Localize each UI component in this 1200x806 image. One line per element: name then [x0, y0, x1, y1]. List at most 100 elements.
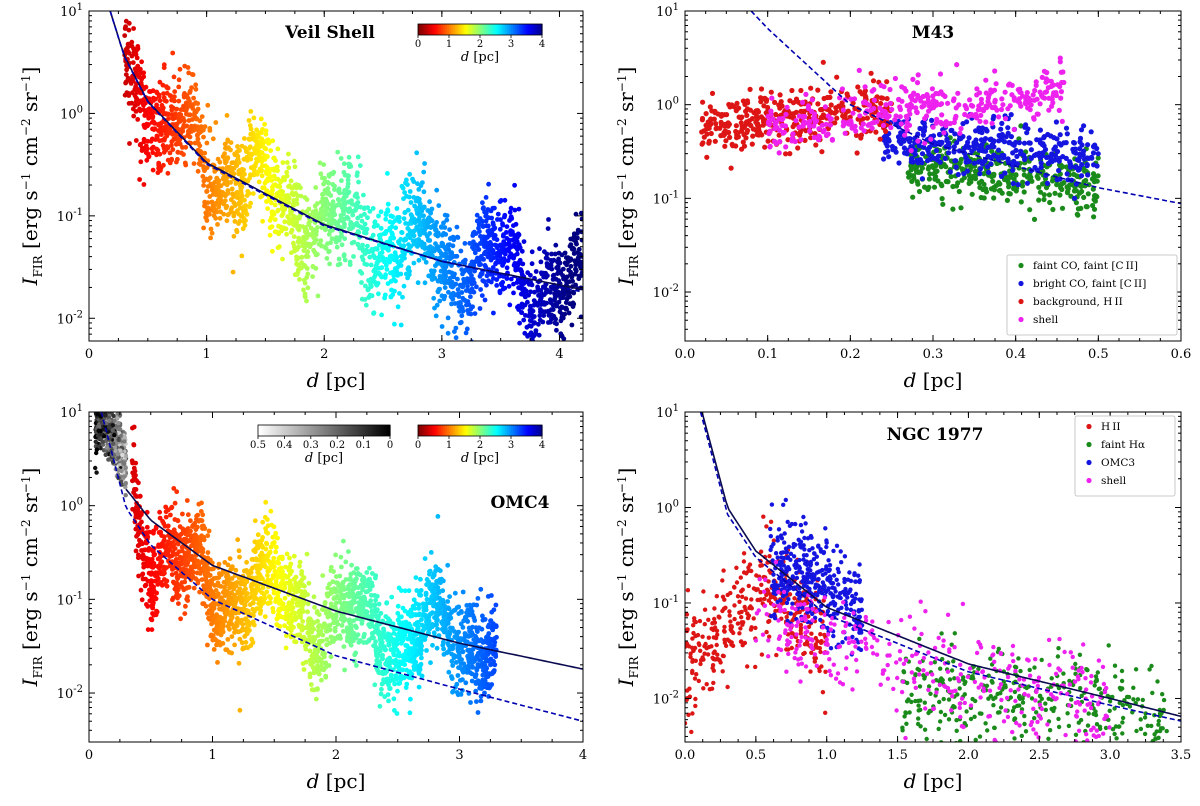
data-point	[753, 119, 759, 125]
data-point	[983, 119, 989, 125]
data-point	[243, 149, 249, 154]
data-point	[95, 407, 99, 411]
data-point	[323, 201, 329, 207]
data-point	[903, 124, 909, 130]
data-point	[432, 223, 438, 229]
data-point	[797, 132, 803, 138]
data-point	[243, 210, 249, 216]
data-point	[527, 318, 533, 323]
data-point	[455, 276, 460, 282]
data-point	[150, 167, 156, 173]
data-point	[1085, 191, 1091, 197]
data-point	[1064, 171, 1070, 177]
data-point	[411, 195, 417, 200]
data-point	[988, 161, 994, 167]
data-point	[396, 215, 402, 220]
colorbar-cell	[440, 24, 444, 35]
data-point	[392, 288, 397, 294]
data-point	[945, 100, 951, 106]
data-point	[242, 197, 247, 203]
data-point	[971, 113, 977, 119]
data-point	[213, 192, 219, 198]
data-point	[1015, 182, 1021, 188]
data-point	[282, 193, 288, 199]
data-point	[941, 130, 947, 136]
data-point	[1061, 140, 1067, 146]
data-point	[954, 62, 960, 68]
legend-label: faint CO, faint [C II]	[1033, 260, 1138, 272]
data-point	[280, 211, 286, 217]
data-point	[325, 241, 330, 247]
data-point	[346, 189, 352, 195]
data-point	[1091, 214, 1097, 220]
data-point	[1052, 157, 1058, 163]
data-point	[1064, 164, 1070, 170]
data-point	[801, 108, 807, 114]
data-point	[123, 454, 129, 459]
data-point	[276, 223, 281, 229]
data-point	[785, 137, 791, 143]
data-point	[417, 229, 422, 235]
data-point	[487, 240, 493, 245]
data-point	[153, 96, 158, 102]
data-point	[1079, 162, 1085, 168]
data-point	[1008, 134, 1015, 140]
data-point	[444, 255, 450, 261]
data-point	[298, 185, 303, 191]
data-point	[320, 208, 326, 214]
data-point	[904, 115, 910, 121]
data-point	[99, 398, 103, 402]
data-point	[467, 240, 473, 246]
data-point	[275, 146, 281, 152]
data-point	[122, 92, 128, 98]
data-point	[712, 108, 718, 114]
colorbar-cell	[457, 24, 460, 35]
data-point	[197, 118, 203, 124]
data-point	[963, 104, 969, 110]
data-point	[303, 253, 309, 259]
data-point	[882, 149, 889, 155]
data-point	[878, 82, 884, 89]
colorbar-tick-label: 2	[477, 39, 483, 50]
data-point	[839, 86, 846, 92]
colorbar-cell	[517, 24, 520, 35]
colorbar-cell	[428, 24, 431, 35]
data-point	[339, 178, 344, 184]
data-point	[750, 126, 756, 132]
data-point	[449, 292, 455, 298]
data-point	[555, 264, 561, 270]
data-point	[176, 84, 182, 90]
data-point	[763, 98, 770, 104]
data-point	[722, 143, 728, 149]
data-point	[254, 142, 260, 148]
data-point	[376, 233, 382, 238]
data-point	[445, 280, 450, 285]
data-point	[488, 253, 494, 259]
x-tick-label: 0.5	[1088, 347, 1109, 362]
data-point	[521, 317, 527, 323]
data-point	[474, 284, 479, 290]
data-point	[834, 74, 840, 80]
data-point	[881, 156, 887, 162]
data-point	[1078, 127, 1085, 133]
data-point	[512, 207, 518, 213]
y-axis-label: IFIR [erg s−1 cm−2 sr−1]	[18, 67, 45, 287]
data-point	[373, 272, 378, 278]
data-point	[294, 261, 299, 267]
data-point	[939, 112, 945, 118]
data-point	[388, 294, 394, 299]
data-point	[479, 254, 484, 259]
data-point	[310, 274, 315, 279]
data-point	[917, 125, 923, 132]
data-point	[336, 186, 342, 192]
data-point	[964, 168, 971, 174]
data-point	[552, 320, 558, 326]
data-point	[459, 304, 465, 310]
data-point	[1018, 151, 1024, 157]
y-tick-label: 10-2	[653, 283, 679, 301]
data-point	[701, 134, 707, 140]
data-point	[384, 246, 390, 252]
data-point	[508, 276, 514, 282]
data-point	[1067, 164, 1073, 170]
x-tick-label: 2	[320, 347, 328, 362]
